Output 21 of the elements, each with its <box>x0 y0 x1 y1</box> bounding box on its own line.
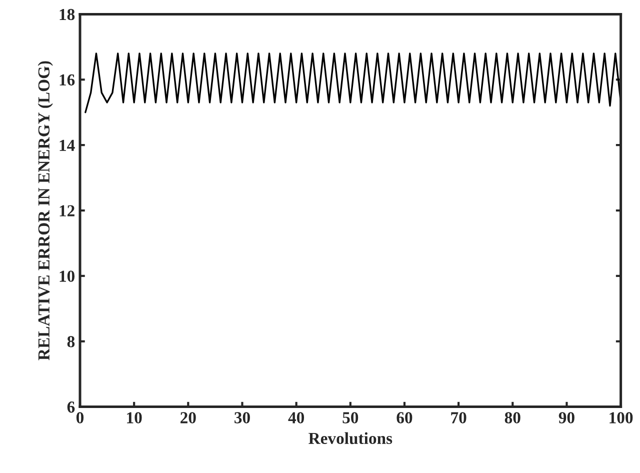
y-tick-label: 18 <box>60 8 75 20</box>
x-tick-label: 60 <box>396 412 412 424</box>
y-tick-label: 8 <box>67 336 75 348</box>
x-axis-title: Revolutions <box>308 432 392 444</box>
x-tick-label: 40 <box>288 412 304 424</box>
y-tick-label: 12 <box>60 205 74 216</box>
x-tick-label: 70 <box>451 412 466 424</box>
line-series <box>84 52 621 114</box>
y-axis-title: RELATIVE ERROR IN ENERGY (LOG) <box>38 61 53 360</box>
y-tick-label: 6 <box>67 402 75 413</box>
y-tick-label: 14 <box>60 140 75 151</box>
y-tick-label: 16 <box>60 74 75 86</box>
x-tick-label: 90 <box>558 412 574 424</box>
x-tick-label: 30 <box>234 412 250 424</box>
x-tick-label: 100 <box>610 412 633 424</box>
x-tick-label: 50 <box>342 412 358 424</box>
x-tick-label: 10 <box>127 412 142 424</box>
x-tick-label: 80 <box>504 412 520 424</box>
x-tick-label: 20 <box>180 412 196 424</box>
x-tick-label: 0 <box>76 412 84 424</box>
y-tick-label: 10 <box>60 270 75 282</box>
